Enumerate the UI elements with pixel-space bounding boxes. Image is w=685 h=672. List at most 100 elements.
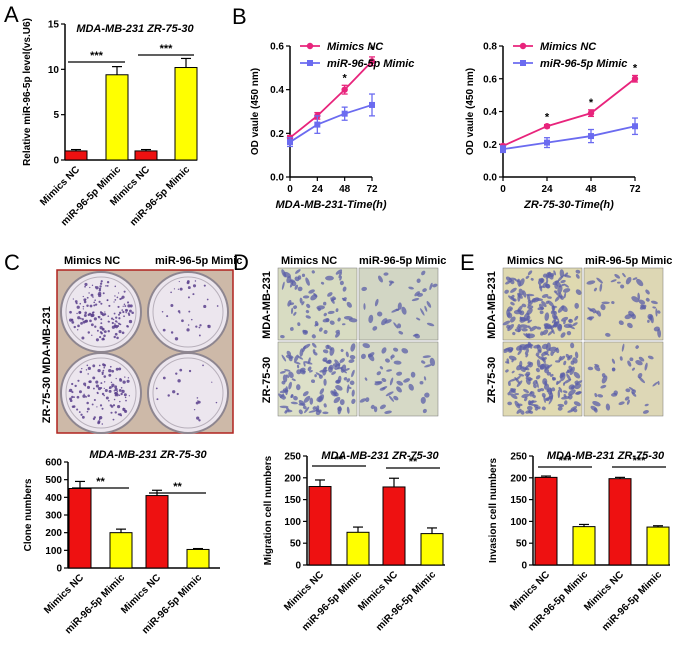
stained-cell — [527, 319, 532, 324]
stained-cell — [558, 355, 562, 362]
stained-cell — [568, 318, 572, 323]
colony — [123, 315, 125, 318]
stained-cell — [325, 275, 334, 281]
colony — [110, 317, 114, 320]
stained-cell — [313, 292, 318, 298]
stained-cell — [527, 300, 534, 307]
stained-cell — [310, 379, 316, 384]
stained-cell — [297, 286, 303, 292]
stained-cell — [290, 401, 298, 405]
stained-cell — [368, 314, 374, 324]
stained-cell — [642, 409, 649, 414]
colony — [108, 369, 112, 373]
colony — [178, 280, 180, 283]
stained-cell — [650, 300, 658, 305]
bar — [382, 486, 406, 566]
stained-cell — [526, 293, 535, 297]
stained-cell — [601, 375, 608, 384]
colony — [174, 337, 179, 341]
stained-cell — [506, 324, 511, 329]
colony — [74, 384, 77, 388]
colony — [119, 323, 121, 326]
stained-cell — [281, 281, 285, 290]
stained-cell — [575, 391, 582, 395]
colony — [76, 329, 79, 331]
colony — [121, 309, 124, 311]
x-tick-label: 72 — [366, 184, 378, 195]
colony — [115, 367, 119, 371]
stained-cell — [298, 409, 303, 415]
series-line — [289, 60, 373, 139]
colony — [116, 321, 118, 323]
colony — [121, 389, 124, 392]
stained-cell — [297, 322, 301, 327]
stained-cell — [335, 385, 343, 391]
stained-cell — [516, 408, 522, 414]
stained-cell — [424, 364, 432, 368]
stained-cell — [573, 401, 581, 407]
stained-cell — [308, 289, 315, 294]
data-point — [341, 86, 348, 93]
colony — [117, 324, 120, 328]
colony — [103, 394, 105, 397]
stained-cell — [341, 323, 346, 326]
stained-cell — [528, 377, 533, 381]
stained-cell — [632, 277, 638, 281]
colony — [113, 398, 116, 401]
y-tick-label: 0 — [53, 156, 59, 167]
stained-cell — [566, 373, 571, 381]
colony — [105, 396, 109, 400]
stained-cell — [542, 357, 547, 361]
colony — [196, 397, 199, 399]
stained-cell — [586, 316, 595, 320]
stained-cell — [593, 287, 597, 292]
stained-cell — [381, 347, 387, 354]
stained-cell — [521, 393, 530, 398]
y-tick-label: 150 — [284, 495, 301, 506]
stained-cell — [540, 331, 544, 336]
colony — [106, 281, 110, 284]
x-axis-label: ZR-75-30-Time(h) — [523, 199, 614, 211]
colony — [187, 286, 191, 290]
stained-cell — [557, 389, 560, 399]
stained-cell — [519, 278, 525, 287]
stained-cell — [527, 325, 532, 330]
colony — [76, 312, 78, 315]
stained-cell — [336, 367, 344, 370]
colony — [99, 404, 103, 407]
stained-cell — [351, 369, 355, 378]
stained-cell — [346, 378, 351, 383]
stained-cell — [570, 342, 575, 349]
y-tick-label: 150 — [510, 495, 527, 506]
colony — [192, 284, 197, 288]
significance-label: ** — [335, 454, 344, 466]
colony — [120, 414, 123, 417]
category-label: Mimics NC — [42, 572, 86, 616]
y-tick-label: 5 — [53, 110, 59, 121]
colony — [175, 372, 178, 375]
stained-cell — [299, 367, 306, 372]
stained-cell — [372, 326, 378, 331]
stained-cell — [562, 382, 566, 386]
stained-cell — [510, 287, 517, 293]
stained-cell — [605, 332, 611, 337]
y-tick-label: 500 — [45, 475, 62, 486]
stained-cell — [586, 280, 596, 285]
colony — [105, 285, 107, 287]
stained-cell — [507, 381, 511, 387]
stained-cell — [398, 330, 404, 335]
stained-cell — [514, 400, 521, 409]
colony — [68, 390, 70, 392]
colony — [118, 313, 120, 316]
stained-cell — [335, 332, 341, 338]
stained-cell — [558, 386, 563, 393]
colony — [211, 381, 213, 383]
colony — [86, 304, 89, 307]
y-axis-label: OD vaule (450 nm) — [465, 68, 476, 155]
colony — [91, 284, 94, 287]
colony — [181, 319, 184, 323]
colony — [113, 335, 116, 339]
chart-title: MDA-MB-231 ZR-75-30 — [76, 23, 194, 35]
stained-cell — [282, 394, 287, 399]
colony — [125, 311, 127, 314]
